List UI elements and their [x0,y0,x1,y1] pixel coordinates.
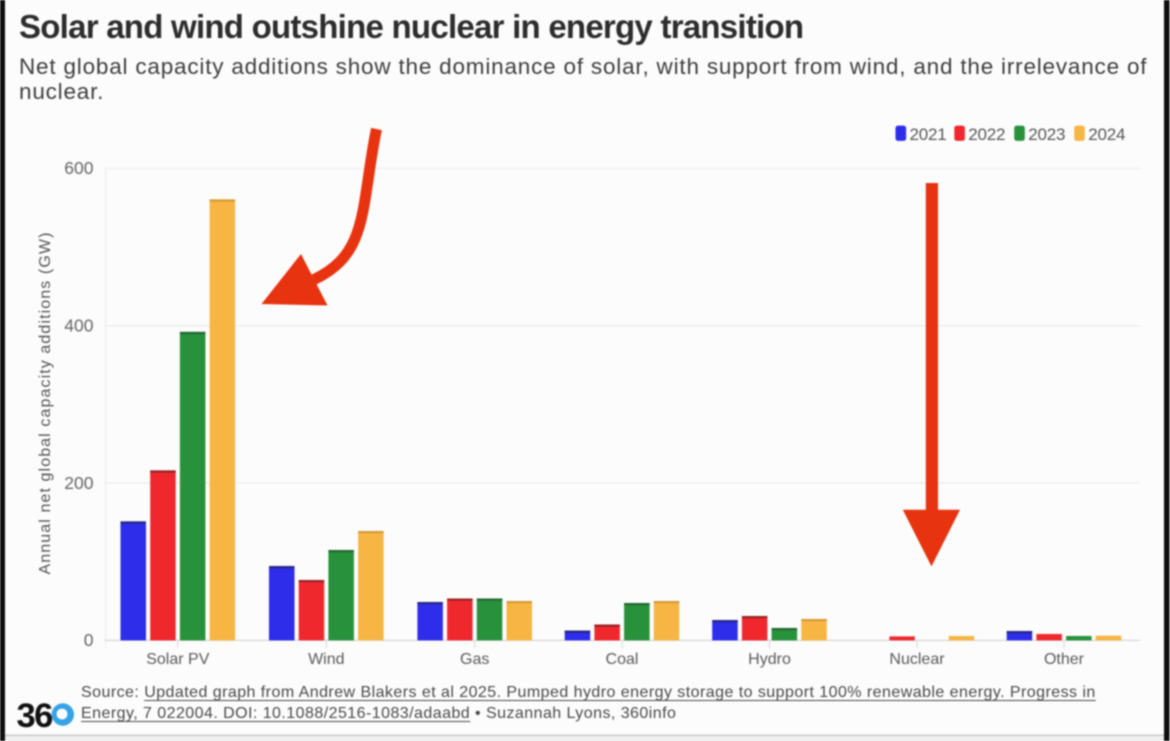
svg-text:Coal: Coal [606,651,639,668]
svg-text:Gas: Gas [460,651,489,668]
svg-text:Solar PV: Solar PV [146,651,209,668]
svg-text:Annual net global capacity add: Annual net global capacity additions (GW… [37,231,54,574]
svg-text:2021: 2021 [910,125,947,144]
svg-text:400: 400 [64,316,93,336]
svg-text:200: 200 [64,473,93,493]
svg-text:2024: 2024 [1088,125,1125,144]
svg-text:36: 36 [17,697,53,735]
svg-text:Other: Other [1044,651,1085,668]
svg-text:Nuclear: Nuclear [889,651,945,668]
svg-text:Wind: Wind [308,651,344,668]
svg-text:2022: 2022 [968,125,1005,144]
svg-text:600: 600 [64,158,93,178]
svg-text:0: 0 [84,630,94,650]
svg-text:2023: 2023 [1028,125,1065,144]
svg-text:Hydro: Hydro [748,651,791,668]
